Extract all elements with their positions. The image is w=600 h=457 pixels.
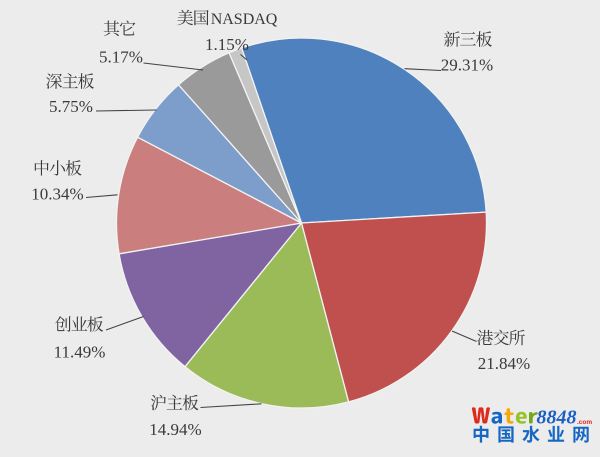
svg-text:.com: .com — [577, 419, 592, 426]
svg-text:14.94%: 14.94% — [149, 420, 201, 439]
svg-text:NASDAQ: NASDAQ — [211, 11, 278, 28]
svg-text:5.75%: 5.75% — [49, 97, 93, 116]
svg-text:1.15%: 1.15% — [205, 35, 249, 54]
svg-text:10.34%: 10.34% — [31, 185, 83, 204]
svg-text:11.49%: 11.49% — [54, 343, 106, 362]
svg-text:29.31%: 29.31% — [441, 56, 493, 75]
svg-text:5.17%: 5.17% — [99, 48, 143, 67]
svg-text:21.84%: 21.84% — [478, 354, 530, 373]
svg-text:8848: 8848 — [537, 407, 577, 429]
